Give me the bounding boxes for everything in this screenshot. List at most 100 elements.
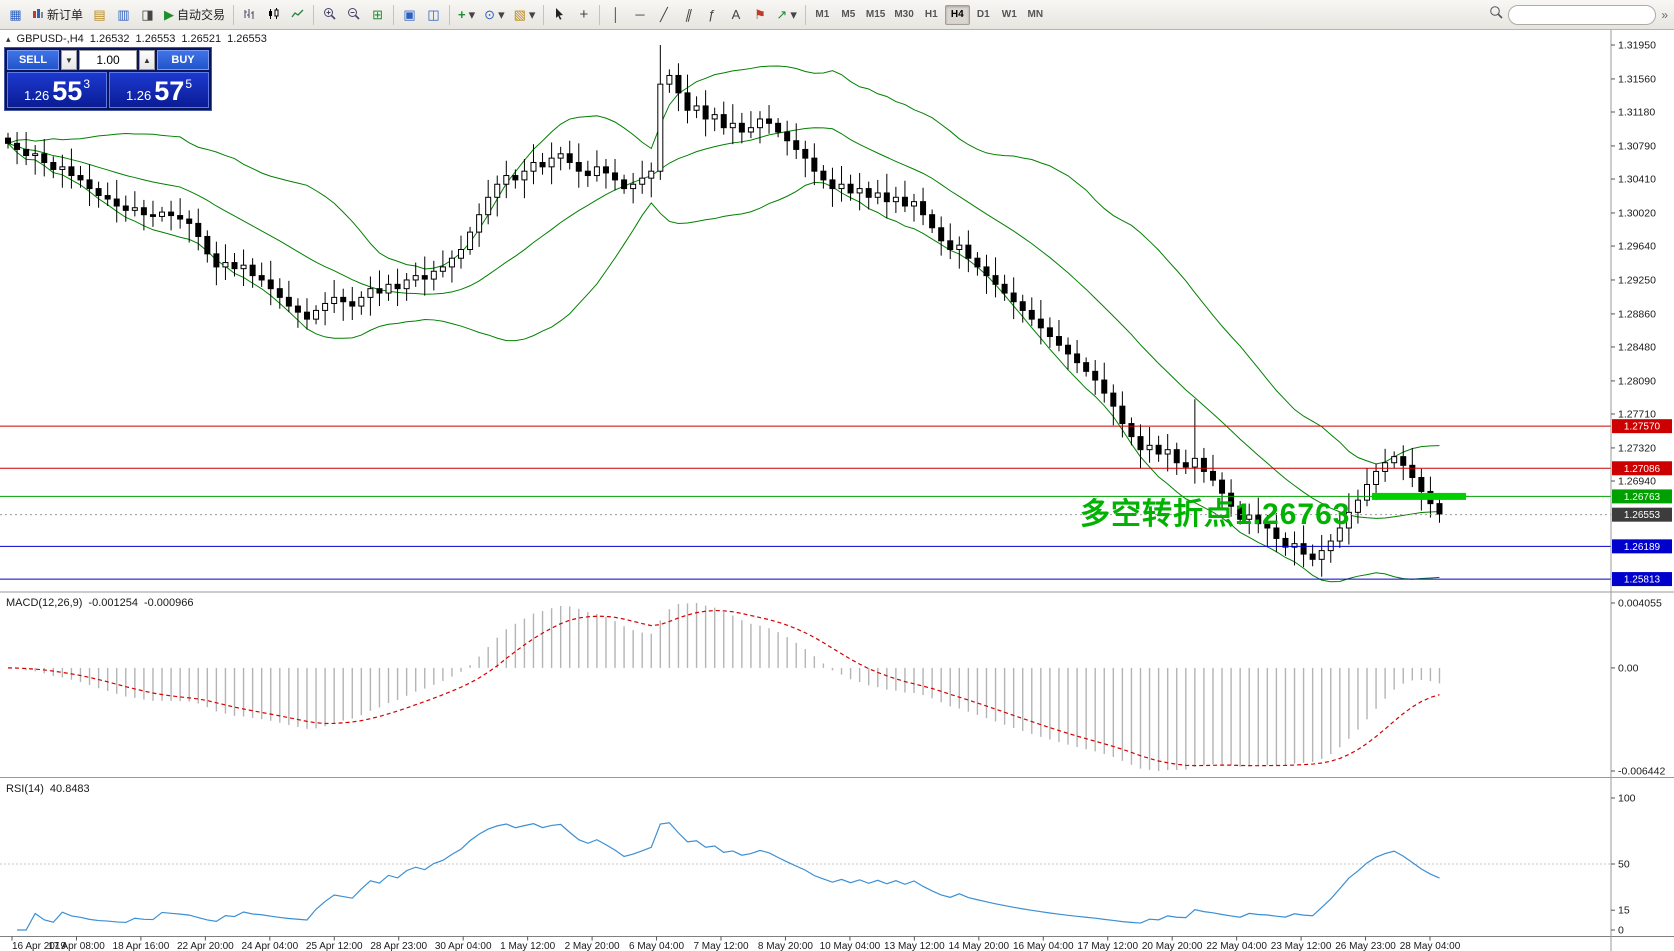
timeframe-mn[interactable]: MN (1023, 5, 1048, 25)
templates-button[interactable]: ▧ ▾ (510, 3, 540, 27)
candle-up (485, 196, 492, 216)
candle-up (1318, 550, 1325, 560)
candle-down (1055, 336, 1062, 346)
cascade-windows-button[interactable]: ◫ (422, 3, 445, 27)
time-axis-label: 28 May 04:00 (1400, 941, 1461, 951)
volume-decrease-button[interactable]: ▼ (61, 50, 77, 70)
price-axis-label: 1.30020 (1618, 207, 1656, 219)
trendline-button[interactable]: ╱ (652, 3, 675, 27)
candle-down (1418, 477, 1425, 492)
pivot-annotation-text[interactable]: 多空转折点1.26763 (1080, 498, 1351, 531)
candle-down (1436, 503, 1443, 515)
vertical-line-button[interactable]: │ (604, 3, 627, 27)
candle-up (1191, 457, 1198, 468)
candle-up (1164, 449, 1171, 455)
toolbar-separator (543, 4, 545, 25)
bollinger-band (7, 142, 1440, 583)
candle-up (693, 105, 700, 111)
search-icon[interactable] (1489, 5, 1503, 24)
indicators-button[interactable]: + ▾ (454, 3, 479, 27)
text-tool-button[interactable]: A (724, 3, 747, 27)
buy-button[interactable]: BUY (157, 50, 209, 70)
candle-up (1246, 514, 1253, 520)
buy-price-big: 57 (154, 76, 185, 107)
chevrons-icon[interactable]: » (1661, 7, 1668, 22)
price-axis-label: 1.28480 (1618, 341, 1656, 353)
templates-icon: ▧ (513, 7, 526, 22)
timeframe-m1[interactable]: M1 (810, 5, 835, 25)
candle-up (448, 257, 455, 268)
toolbar-separator (804, 4, 806, 25)
volume-increase-button[interactable]: ▲ (139, 50, 155, 70)
time-axis-label: 25 Apr 12:00 (306, 941, 363, 951)
label-tool-button[interactable]: ⚑ (748, 3, 771, 27)
candle-up (430, 270, 437, 280)
new-order-button[interactable]: 新订单 (28, 3, 87, 27)
candle-down (539, 161, 546, 168)
zoom-out-button[interactable] (342, 3, 365, 27)
profiles-button[interactable]: ▤ (88, 3, 111, 27)
timeframe-w1[interactable]: W1 (997, 5, 1022, 25)
candle-up (630, 183, 637, 190)
price-axis-label: 1.31950 (1618, 40, 1656, 52)
candle-up (521, 170, 528, 181)
autotrading-button[interactable]: ▶ 自动交易 (160, 3, 229, 27)
horizontal-line-button[interactable]: ─ (628, 3, 651, 27)
candle-down (929, 214, 936, 229)
fibonacci-button[interactable]: ƒ (700, 3, 723, 27)
timeframe-d1[interactable]: D1 (971, 5, 996, 25)
volume-input[interactable] (79, 50, 137, 70)
arrows-tool-button[interactable]: ↗ ▾ (772, 3, 800, 27)
market-watch-button[interactable]: ▥ (112, 3, 135, 27)
timeframe-m30[interactable]: M30 (890, 5, 917, 25)
candle-up (385, 283, 392, 294)
zoom-in-icon (323, 7, 336, 22)
zoom-in-button[interactable] (318, 3, 341, 27)
periods-button[interactable]: ⊙ ▾ (480, 3, 508, 27)
candle-up (467, 231, 474, 251)
sell-button[interactable]: SELL (7, 50, 59, 70)
timeframe-m15[interactable]: M15 (862, 5, 889, 25)
candle-down (231, 262, 238, 270)
crosshair-button[interactable]: + (572, 3, 595, 27)
flag-icon: ⚑ (754, 7, 766, 22)
candle-up (322, 302, 329, 311)
price-axis-label: 1.31180 (1618, 107, 1655, 119)
candle-up (593, 166, 600, 177)
price-chart-canvas[interactable]: 1.31950 1.31560 1.31180 1.30790 1.30410 1.300… (0, 30, 1674, 951)
timeframe-m5[interactable]: M5 (836, 5, 861, 25)
bar-chart-button[interactable] (238, 3, 261, 27)
candle-down (204, 235, 211, 255)
data-window-button[interactable]: ◨ (136, 3, 159, 27)
caret-down-icon: ▾ (790, 7, 797, 22)
rsi-indicator-label: RSI(14) 40.8483 (6, 783, 90, 795)
autotrading-play-icon: ▶ (164, 7, 175, 22)
candle-down (1219, 479, 1226, 494)
buy-price-display[interactable]: 1.26 57 5 (109, 72, 209, 108)
candle-up (458, 249, 464, 259)
chart-grid-button[interactable]: ⊞ (366, 3, 389, 27)
candle-up (956, 244, 963, 251)
caret-down-icon: ▾ (468, 7, 476, 22)
sell-price-display[interactable]: 1.26 55 3 (7, 72, 107, 108)
candle-down (702, 105, 709, 120)
search-input[interactable] (1508, 4, 1657, 25)
cursor-button[interactable] (548, 3, 571, 27)
timeframe-h1[interactable]: H1 (919, 5, 944, 25)
candle-down (738, 122, 745, 133)
rsi-axis-label: 0 (1618, 925, 1624, 937)
candle-down (1300, 543, 1307, 555)
candle-up (331, 296, 338, 304)
candle-down (1209, 470, 1216, 481)
tile-windows-button[interactable]: ▣ (398, 3, 421, 27)
candlestick-chart-button[interactable] (262, 3, 285, 27)
channel-button[interactable]: ∥ (676, 3, 699, 27)
timeframe-h4[interactable]: H4 (944, 4, 970, 25)
macd-indicator-label: MACD(12,26,9) -0.001254 -0.000966 (6, 597, 194, 609)
line-chart-button[interactable] (286, 3, 309, 27)
toolbar-separator (599, 4, 601, 25)
main-panel (0, 45, 1611, 583)
candle-down (512, 175, 519, 181)
window-button[interactable]: ▦ (4, 3, 27, 27)
candle-down (77, 175, 84, 181)
